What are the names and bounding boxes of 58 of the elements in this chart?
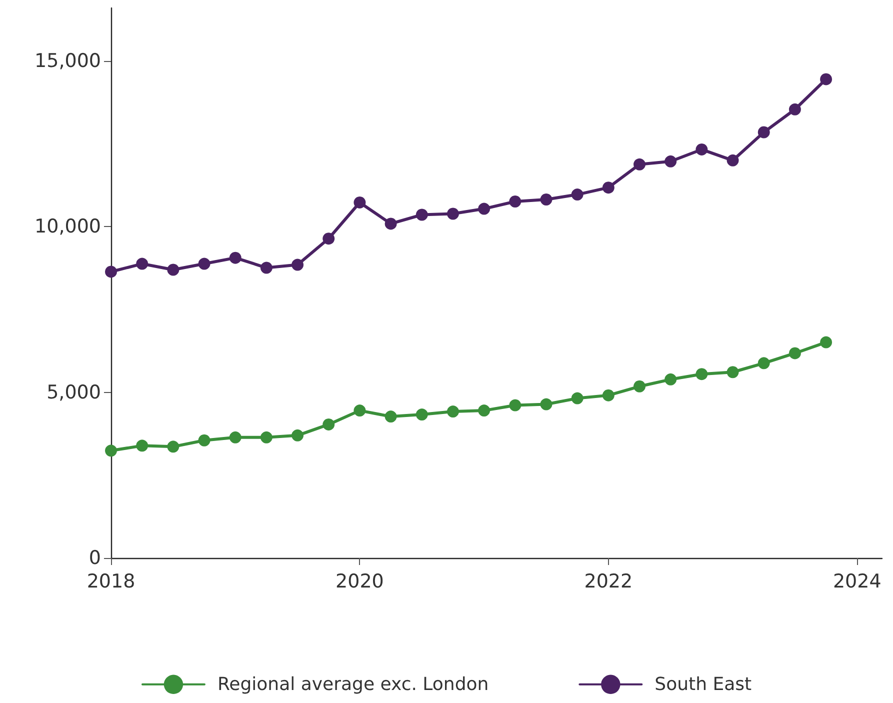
point xyxy=(758,357,770,370)
point xyxy=(540,194,552,206)
point xyxy=(664,373,677,386)
x-tick-label: 2018 xyxy=(86,570,136,592)
point xyxy=(136,440,148,452)
point xyxy=(354,404,366,417)
point xyxy=(416,208,428,221)
point xyxy=(354,196,366,208)
point xyxy=(788,347,801,360)
y-tick-label: 15,000 xyxy=(34,50,101,72)
point xyxy=(322,418,335,430)
legend-label: Regional average exc. London xyxy=(217,674,489,695)
point xyxy=(571,188,584,201)
point xyxy=(634,380,646,392)
point xyxy=(384,218,397,230)
point xyxy=(260,262,272,274)
point xyxy=(696,143,708,156)
point xyxy=(634,158,646,170)
point xyxy=(105,266,117,278)
point xyxy=(820,336,832,348)
point xyxy=(602,182,614,194)
point xyxy=(726,154,739,166)
point xyxy=(167,264,180,276)
x-tick-label: 2024 xyxy=(832,570,882,592)
point xyxy=(602,389,614,402)
legend-label: South East xyxy=(654,674,752,695)
point xyxy=(540,398,552,410)
point xyxy=(478,404,490,417)
point xyxy=(478,202,490,215)
point xyxy=(788,103,801,116)
point xyxy=(571,392,584,404)
point xyxy=(416,408,428,421)
point xyxy=(726,366,739,378)
y-tick-label: 0 xyxy=(88,547,101,569)
point xyxy=(136,258,148,270)
point xyxy=(229,252,242,264)
point xyxy=(509,195,522,208)
point xyxy=(384,410,397,423)
point xyxy=(229,431,242,444)
point xyxy=(292,258,304,271)
point xyxy=(322,232,335,245)
x-tick-label: 2022 xyxy=(584,570,633,592)
x-tick-label: 2020 xyxy=(336,570,384,592)
point xyxy=(446,406,459,418)
point xyxy=(509,399,522,412)
point xyxy=(292,429,304,442)
point xyxy=(446,208,459,220)
point xyxy=(260,431,272,444)
point xyxy=(820,73,832,86)
point xyxy=(758,126,770,138)
y-tick-label: 5,000 xyxy=(46,381,101,404)
point xyxy=(198,434,210,446)
point xyxy=(167,440,180,453)
point xyxy=(105,444,117,457)
point xyxy=(664,155,677,168)
point xyxy=(696,368,708,380)
point xyxy=(198,258,210,270)
y-tick-label: 10,000 xyxy=(34,216,101,238)
